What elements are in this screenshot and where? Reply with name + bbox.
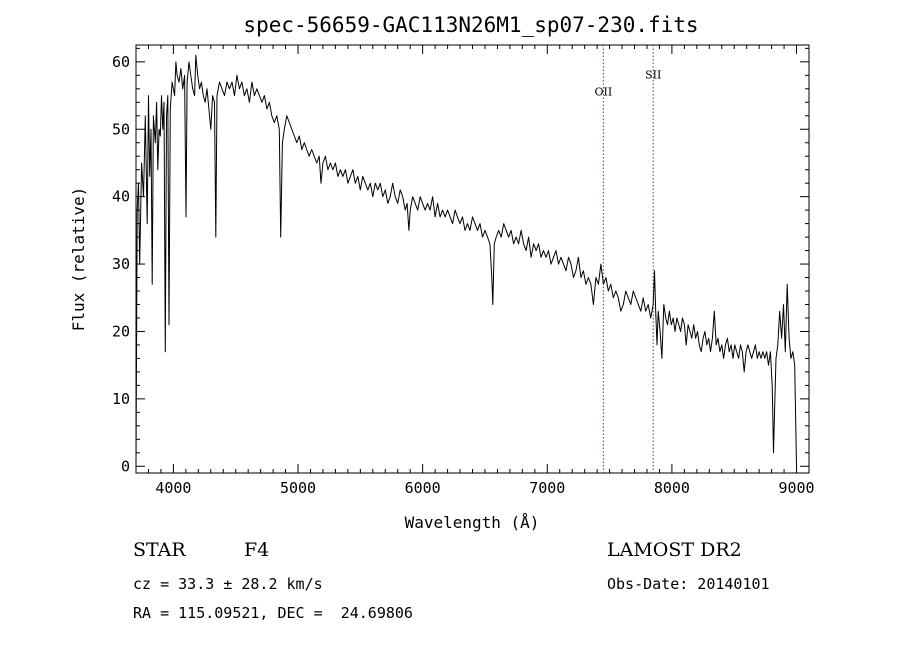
survey-name: LAMOST DR2 bbox=[607, 539, 742, 561]
chart-title: spec-56659-GAC113N26M1_sp07-230.fits bbox=[243, 13, 698, 37]
emission-line-label: SII bbox=[645, 69, 661, 82]
plot-frame bbox=[135, 44, 810, 474]
coordinates-text: RA = 115.09521, DEC = 24.69806 bbox=[133, 604, 413, 622]
redshift-text: cz = 33.3 ± 28.2 km/s bbox=[133, 575, 323, 593]
x-axis-ticks: 4000 5000 6000 7000 8000 9000 bbox=[135, 45, 815, 497]
series-group bbox=[135, 54, 797, 467]
x-tick-label: 6000 bbox=[405, 479, 441, 497]
object-class: STAR bbox=[133, 539, 186, 561]
x-tick-label: 7000 bbox=[529, 479, 565, 497]
y-tick-label: 60 bbox=[112, 53, 130, 71]
y-tick-label: 20 bbox=[112, 322, 130, 340]
spectrum-line bbox=[135, 54, 797, 467]
x-tick-label: 8000 bbox=[654, 479, 690, 497]
emission-line-label: OII bbox=[595, 86, 613, 99]
y-axis-label: Flux (relative) bbox=[69, 187, 88, 332]
obs-date-text: Obs-Date: 20140101 bbox=[607, 575, 770, 593]
y-tick-label: 40 bbox=[112, 188, 130, 206]
x-axis-label: Wavelength (Å) bbox=[405, 513, 540, 532]
x-tick-label: 5000 bbox=[280, 479, 316, 497]
y-tick-label: 10 bbox=[112, 390, 130, 408]
x-tick-label: 9000 bbox=[778, 479, 814, 497]
y-tick-label: 0 bbox=[121, 457, 130, 475]
x-tick-label: 4000 bbox=[155, 479, 191, 497]
y-tick-label: 30 bbox=[112, 255, 130, 273]
y-tick-label: 50 bbox=[112, 120, 130, 138]
emission-line-markers: OII SII bbox=[595, 45, 661, 473]
object-subclass: F4 bbox=[244, 539, 270, 561]
